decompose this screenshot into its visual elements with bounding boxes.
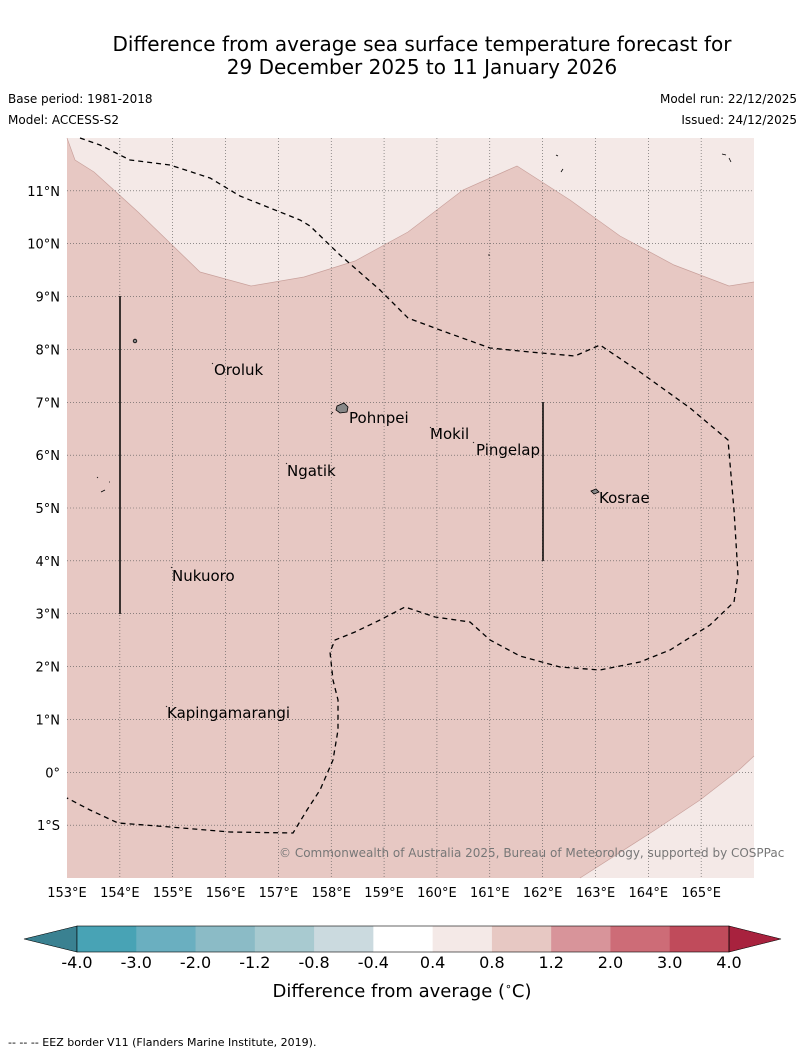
lat-tick-label: 8°N — [36, 343, 61, 358]
colorbar-over-arrow — [728, 925, 782, 953]
islands — [96, 153, 732, 708]
lat-tick-label: 11°N — [27, 185, 60, 200]
colorbar-tick-label: -0.8 — [298, 953, 330, 972]
colorbar-segment — [373, 926, 434, 952]
latitude-labels: 11°N 10°N 9°N 8°N 7°N 6°N 5°N 4°N 3°N 2°N 1°N 0° 1°S — [27, 185, 60, 834]
gridlines — [67, 138, 754, 878]
lat-tick-label: 6°N — [36, 449, 61, 464]
lon-tick-label: 157°E — [259, 886, 299, 901]
anomaly-fill-north — [67, 138, 754, 286]
lat-tick-label: 10°N — [27, 238, 60, 253]
place-label-kosrae: Kosrae — [599, 489, 650, 507]
colorbar — [23, 925, 782, 953]
colorbar-segment — [551, 926, 611, 952]
colorbar-segment — [195, 926, 256, 952]
chart-title: Difference from average sea surface temp… — [0, 33, 804, 79]
lon-tick-label: 164°E — [629, 886, 669, 901]
colorbar-tick-label: 4.0 — [716, 953, 742, 972]
colorbar-segment — [254, 926, 315, 952]
lat-tick-label: 0° — [45, 766, 60, 781]
eez-border — [66, 137, 739, 834]
footer-note: -- -- -- EEZ border V11 (Flanders Marine… — [8, 1036, 317, 1049]
colorbar-segment — [669, 926, 730, 952]
lon-tick-label: 155°E — [153, 886, 193, 901]
colorbar-tick-label: -2.0 — [179, 953, 212, 972]
lon-tick-label: 159°E — [364, 886, 404, 901]
lon-tick-label: 161°E — [470, 886, 510, 901]
place-label-kapingamarangi: Kapingamarangi — [167, 704, 290, 722]
place-label-nukuoro: Nukuoro — [172, 567, 235, 585]
colorbar-tick-label: 2.0 — [597, 953, 624, 972]
lon-tick-label: 163°E — [576, 886, 616, 901]
colorbar-segment — [610, 926, 671, 952]
colorbar-tick-label: -1.2 — [239, 953, 271, 972]
lon-tick-label: 158°E — [311, 886, 351, 901]
place-label-pohnpei: Pohnpei — [349, 409, 409, 427]
lon-tick-label: 156°E — [206, 886, 246, 901]
colorbar-tick-label: -0.4 — [357, 953, 389, 972]
anomaly-fill-southeast — [580, 756, 754, 878]
copyright-note: © Commonwealth of Australia 2025, Bureau… — [279, 846, 784, 860]
title-line-1: Difference from average sea surface temp… — [112, 32, 732, 56]
place-label-pingelap: Pingelap — [476, 441, 540, 459]
colorbar-tick-label: -3.0 — [120, 953, 152, 972]
colorbar-tick-label: 0.4 — [419, 953, 446, 972]
lon-tick-label: 153°E — [47, 886, 87, 901]
colorbar-under-arrow — [23, 925, 78, 953]
lat-tick-label: 5°N — [36, 502, 61, 517]
lat-tick-label: 7°N — [36, 396, 61, 411]
colorbar-title: Difference from average (∘C) — [272, 980, 532, 1002]
place-label-oroluk: Oroluk — [214, 361, 263, 379]
colorbar-tick-label: -4.0 — [61, 953, 93, 972]
place-label-mokil: Mokil — [430, 425, 469, 443]
model-name: Model: ACCESS-S2 — [8, 113, 120, 127]
base-period: Base period: 1981-2018 — [8, 92, 153, 106]
lon-tick-label: 154°E — [100, 886, 140, 901]
colorbar-tick-label: 3.0 — [656, 953, 683, 972]
colorbar-tick-label: 1.2 — [538, 953, 564, 972]
colorbar-tick-label: 0.8 — [479, 953, 505, 972]
colorbar-segment — [136, 926, 197, 952]
lat-tick-label: 1°N — [36, 713, 61, 728]
lat-tick-label: 9°N — [36, 291, 61, 306]
pohnpei-island — [335, 402, 349, 414]
colorbar-segment — [432, 926, 493, 952]
lat-tick-label: 4°N — [36, 555, 61, 570]
lon-tick-label: 160°E — [417, 886, 457, 901]
model-run: Model run: 22/12/2025 — [659, 92, 797, 106]
lon-tick-label: 162°E — [523, 886, 563, 901]
lon-tick-label: 165°E — [681, 886, 721, 901]
lat-tick-label: 2°N — [36, 661, 61, 676]
title-line-2: 29 December 2025 to 11 January 2026 — [226, 55, 618, 79]
colorbar-segment — [491, 926, 552, 952]
colorbar-segment — [314, 926, 374, 952]
place-label-ngatik: Ngatik — [287, 462, 336, 480]
lat-tick-label: 1°S — [37, 819, 60, 834]
colorbar-segment — [77, 926, 137, 952]
longitude-labels: 153°E 154°E 155°E 156°E 157°E 158°E 159°E 160°E… — [47, 886, 721, 901]
issued-date: Issued: 24/12/2025 — [681, 113, 797, 127]
lat-tick-label: 3°N — [36, 608, 61, 623]
kosrae-island — [590, 488, 600, 495]
